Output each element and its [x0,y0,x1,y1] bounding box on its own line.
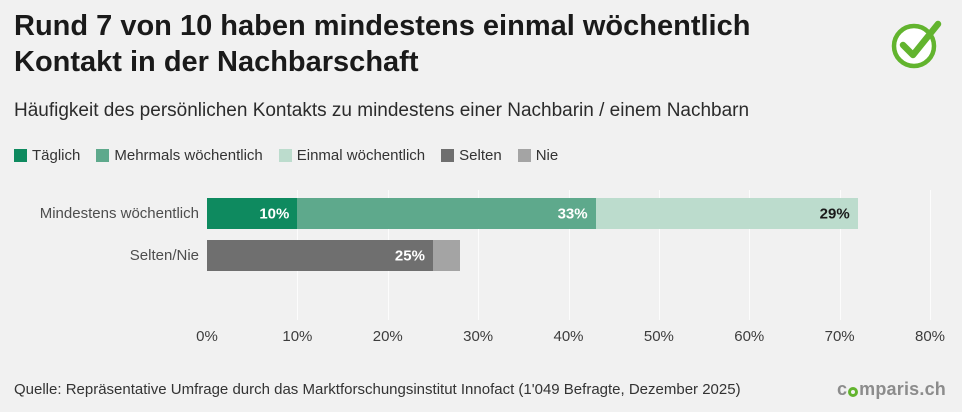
bar-segment: 29% [595,198,858,229]
legend-swatch [96,149,110,162]
bar-segment: 25% [207,240,433,271]
x-axis-tick: 10% [282,328,313,345]
x-axis-tick: 60% [734,328,765,345]
grid-line [568,190,570,320]
category-label: Selten/Nie [129,247,199,264]
legend-label: Selten [459,147,502,164]
bar-track: 10% 33% 29% [207,198,930,229]
bar-segment: 10% [207,198,298,229]
bar-track: 25% [207,240,930,271]
x-axis-tick: 30% [463,328,494,345]
bar-segment [432,240,461,271]
x-axis-tick: 0% [196,328,218,345]
bar-chart: Mindestens wöchentlich 10% 33% 29% Selten/… [0,188,962,358]
legend-label: Mehrmals wöchentlich [114,147,263,164]
bar-segment: 33% [297,198,596,229]
chart-subtitle: Häufigkeit des persönlichen Kontakts zu … [14,100,750,121]
comparis-logo-o-icon [848,387,859,397]
comparis-logo-text-pre: c [836,379,848,399]
legend-item-0: Täglich [14,147,80,164]
x-axis-tick: 50% [643,328,674,345]
chart-title: Rund 7 von 10 haben mindestens einmal wö… [14,8,750,81]
legend-item-1: Mehrmals wöchentlich [96,147,263,164]
x-axis: 0% 10% 20% 30% 40% 50% 60% 70% 80% [196,328,945,348]
bar-value-label: 29% [819,205,850,222]
grid-line [749,190,751,320]
chart-title-line2: Kontakt in der Nachbarschaft [14,46,419,79]
grid-line [839,190,841,320]
grid-line [658,190,660,320]
legend-item-3: Selten [441,147,502,164]
legend-swatch [14,149,27,162]
bar-value-label: 25% [394,247,425,264]
legend-label: Nie [535,147,559,164]
legend-swatch [441,149,455,162]
legend-label: Einmal wöchentlich [296,147,426,164]
legend: Täglich Mehrmals wöchentlich Einmal wöchen… [14,147,558,164]
x-axis-tick: 20% [372,328,403,345]
source-note: Quelle: Repräsentative Umfrage durch das… [14,381,741,398]
legend-item-4: Nie [517,147,559,164]
bar-value-label: 33% [557,205,588,222]
grid-line [930,190,931,320]
legend-swatch [278,149,292,162]
x-axis-tick: 70% [824,328,855,345]
legend-swatch [517,149,531,162]
legend-item-2: Einmal wöchentlich [278,147,426,164]
legend-label: Täglich [32,147,81,164]
checkmark-circle-icon [888,16,946,75]
category-label: Mindestens wöchentlich [39,205,199,222]
x-axis-tick: 80% [914,328,946,345]
bar-value-label: 10% [259,205,290,222]
chart-title-line1: Rund 7 von 10 haben mindestens einmal wö… [14,10,751,42]
comparis-logo: c mparis.ch [837,379,946,400]
comparis-logo-text-post: mparis.ch [859,379,946,399]
x-axis-tick: 40% [553,328,584,345]
grid-line [478,190,480,320]
bar-row-mindestens-woechentlich: Mindestens wöchentlich 10% 33% 29% [0,198,962,229]
bar-row-selten-nie: Selten/Nie 25% [0,240,962,271]
